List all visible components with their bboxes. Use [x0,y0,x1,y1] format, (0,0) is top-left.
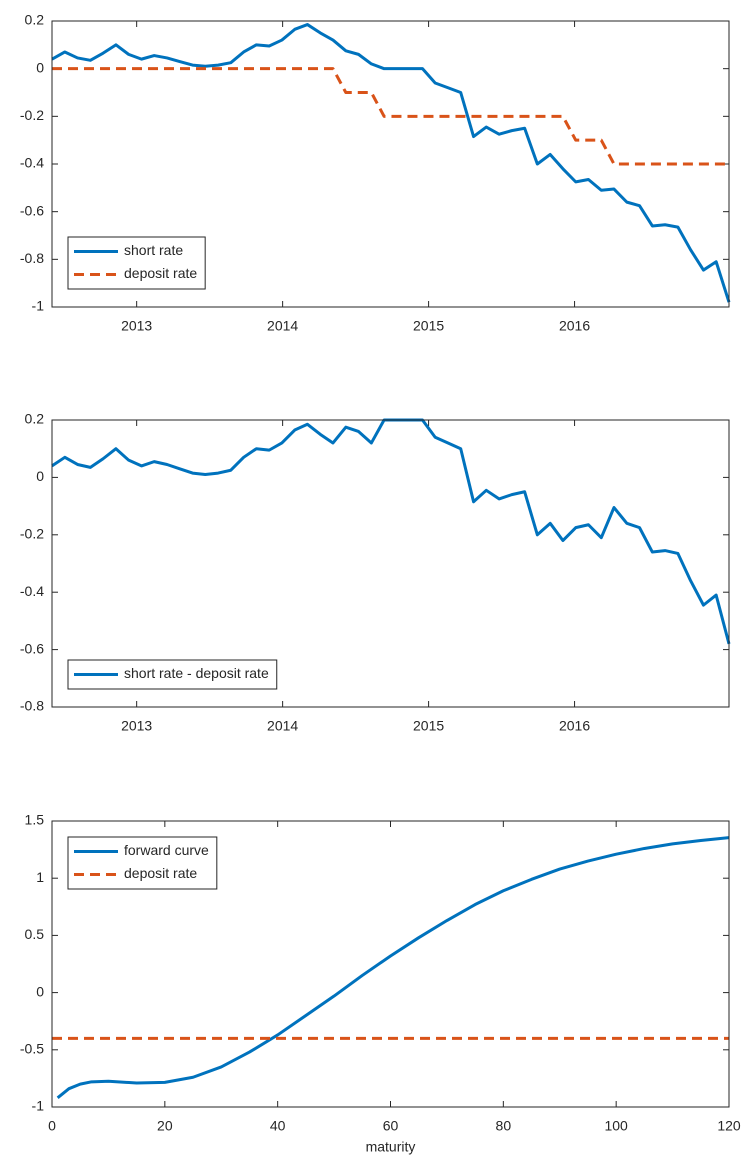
x-tick-label: 40 [270,1118,286,1134]
y-tick-label: 0.2 [25,12,45,28]
x-tick-label: 2016 [559,318,590,334]
x-axis-label: maturity [366,1139,416,1155]
y-tick-label: -0.4 [20,155,44,171]
x-tick-label: 2016 [559,718,590,734]
legend-label: short rate [124,242,183,258]
legend-box [67,236,206,290]
y-tick-label: -0.6 [20,640,44,656]
y-tick-label: -0.8 [20,698,44,714]
y-tick-label: 1 [36,869,44,885]
axes-box [51,419,730,708]
legend-label: forward curve [124,842,209,858]
x-tick-label: 2014 [267,718,298,734]
x-tick-label: 2013 [121,718,152,734]
y-tick-label: -0.8 [20,250,44,266]
x-tick-label: 120 [717,1118,741,1134]
y-tick-label: 0 [36,468,44,484]
legend-label: deposit rate [124,265,197,281]
y-tick-label: 1.5 [25,812,45,828]
y-tick-label: 0.2 [25,411,45,427]
x-tick-label: 100 [604,1118,628,1134]
y-tick-label: 0 [36,983,44,999]
x-tick-label: 20 [157,1118,173,1134]
y-tick-label: 0.5 [25,926,45,942]
legend-box [67,836,218,890]
y-tick-label: -1 [32,1098,45,1114]
legend-label: deposit rate [124,865,197,881]
y-tick-label: -0.4 [20,583,44,599]
axes-box [51,20,730,308]
legend-label: short rate - deposit rate [124,665,269,681]
series-line [56,836,730,1100]
x-tick-label: 2015 [413,318,444,334]
axes-box [51,820,730,1108]
plot-area [52,420,729,707]
y-tick-label: 0 [36,59,44,75]
x-tick-label: 2015 [413,718,444,734]
y-tick-label: -0.2 [20,526,44,542]
series-line [51,23,731,303]
x-tick-label: 80 [496,1118,512,1134]
y-tick-label: -0.6 [20,202,44,218]
x-tick-label: 2013 [121,318,152,334]
x-tick-label: 0 [48,1118,56,1134]
x-tick-label: 60 [383,1118,399,1134]
y-tick-label: -1 [32,298,45,314]
series-line [52,67,729,166]
x-tick-label: 2014 [267,318,298,334]
y-tick-label: -0.2 [20,107,44,123]
y-tick-label: -0.5 [20,1041,44,1057]
